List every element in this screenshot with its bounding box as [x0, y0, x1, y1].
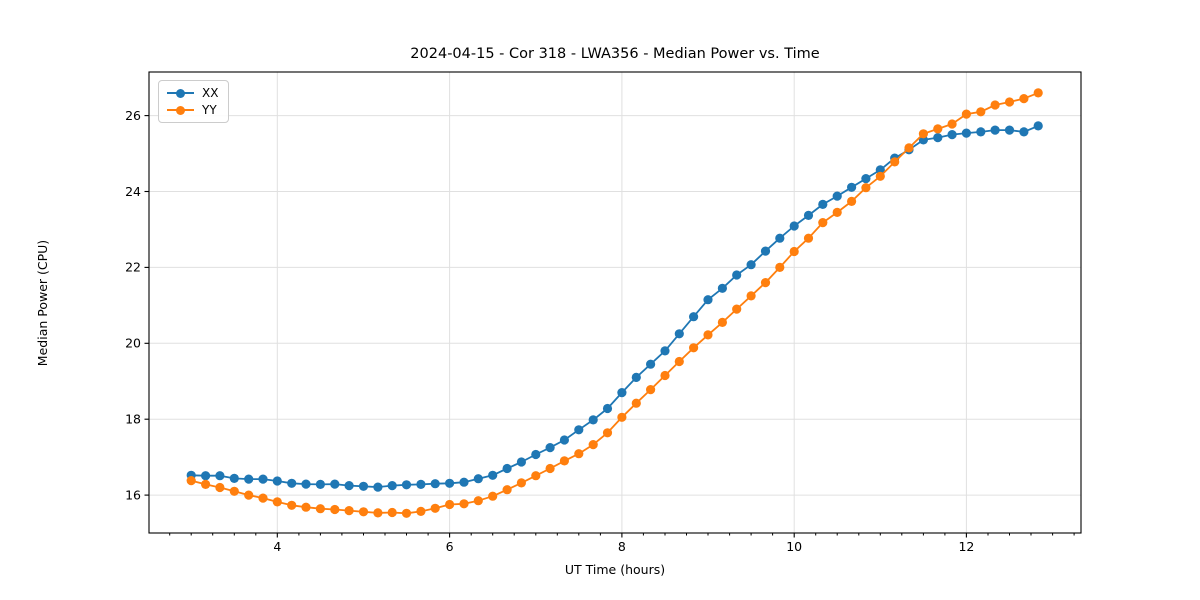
legend-entry-xx: XX — [167, 87, 218, 99]
svg-text:18: 18 — [125, 411, 141, 426]
svg-text:6: 6 — [446, 539, 454, 554]
legend-label-xx: XX — [202, 86, 219, 100]
svg-text:4: 4 — [273, 539, 281, 554]
svg-text:24: 24 — [125, 184, 141, 199]
svg-text:12: 12 — [958, 539, 974, 554]
svg-text:8: 8 — [618, 539, 626, 554]
svg-text:22: 22 — [125, 260, 141, 275]
chart-title: 2024-04-15 - Cor 318 - LWA356 - Median P… — [410, 46, 820, 62]
svg-text:10: 10 — [786, 539, 802, 554]
legend-entry-yy: YY — [167, 104, 218, 116]
y-axis-label: Median Power (CPU) — [35, 239, 50, 367]
svg-text:20: 20 — [125, 336, 141, 351]
svg-text:26: 26 — [125, 108, 141, 123]
line-marker-icon — [167, 105, 194, 115]
legend-label-yy: YY — [202, 103, 217, 117]
svg-text:16: 16 — [125, 487, 141, 502]
legend: XX YY — [158, 80, 230, 123]
line-marker-icon — [167, 88, 194, 98]
x-axis-label: UT Time (hours) — [564, 562, 666, 577]
